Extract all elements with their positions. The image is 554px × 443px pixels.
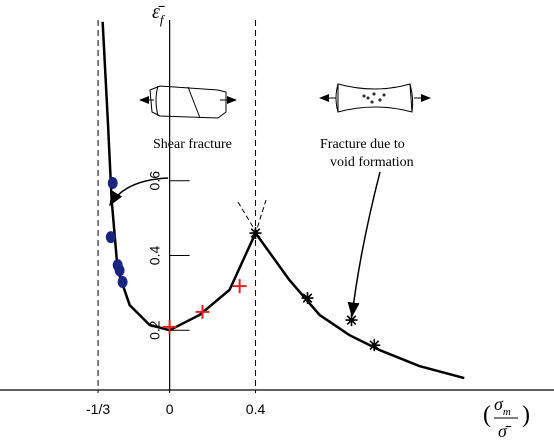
y-label: ε̄f xyxy=(152,1,166,27)
x-tick-label: -1/3 xyxy=(86,401,110,417)
data-point xyxy=(301,292,314,305)
x-label-den: σ̄ xyxy=(498,421,512,441)
shear-icon xyxy=(139,85,237,119)
arrow xyxy=(109,177,169,207)
x-label-num-symbol: σ xyxy=(494,394,504,414)
data-point xyxy=(195,304,210,319)
void-icon xyxy=(319,83,431,113)
x-label: ( σm σ̄ ) xyxy=(483,394,530,441)
data-point xyxy=(368,339,381,352)
y-label-subscript: f xyxy=(160,12,166,27)
x-tick-label: 0.4 xyxy=(246,401,266,417)
data-point xyxy=(107,176,118,189)
x-label-paren: ) xyxy=(522,402,530,428)
x-label-paren: ( xyxy=(483,402,491,428)
y-tick-label: 0.4 xyxy=(147,246,163,266)
x-label-num-sub: m xyxy=(503,406,511,418)
data-point xyxy=(114,264,125,277)
annotation: Fracture due to xyxy=(320,137,405,152)
x-tick-label: 0 xyxy=(166,401,174,417)
data-point xyxy=(232,279,247,294)
x-label-num: σm xyxy=(494,394,511,418)
data-point xyxy=(249,227,262,240)
annotation: Shear fracture xyxy=(153,137,232,152)
data-point xyxy=(117,275,128,288)
data-point xyxy=(105,231,116,244)
arrow xyxy=(347,171,381,318)
data-point xyxy=(162,319,177,334)
tangent-lines xyxy=(237,199,267,234)
annotation: void formation xyxy=(330,155,414,170)
data-point xyxy=(345,314,358,327)
y-tick-label: 0.6 xyxy=(147,171,163,191)
